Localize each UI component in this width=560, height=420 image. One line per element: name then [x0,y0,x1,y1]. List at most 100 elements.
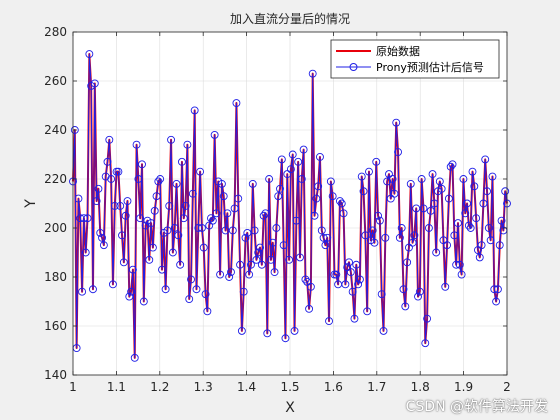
data-point [441,282,450,291]
data-point [266,255,275,264]
data-point [96,228,105,237]
data-point [319,233,328,242]
data-point [277,155,286,164]
data-point [108,280,117,289]
data-point [168,248,177,257]
x-tick-label: 1.2 [150,380,169,394]
watermark: CSDN @软件算法开发 [405,399,548,415]
data-point [83,214,92,223]
data-point [197,224,206,232]
data-point [99,241,108,250]
data-point [372,157,381,166]
data-point [181,201,190,210]
data-point [379,326,388,335]
data-point [292,216,301,225]
data-point [121,211,130,220]
data-point [90,79,99,88]
data-point [294,157,303,166]
data-point [134,175,143,183]
data-point [374,211,383,220]
data-point [365,167,373,176]
data-point [194,224,203,232]
data-point [463,199,471,208]
data-point [350,314,359,323]
data-point [310,211,319,220]
data-point [328,192,337,201]
y-tick-label: 200 [44,221,67,235]
data-point [355,275,364,284]
data-point [185,295,194,303]
data-point [74,194,83,203]
series-layer [69,50,511,362]
data-point [274,192,283,201]
data-point [488,172,497,181]
data-point [230,204,239,213]
data-point [479,199,488,208]
data-point [466,224,475,232]
data-point [306,282,315,291]
data-point [234,194,243,203]
x-tick-label: 1.1 [107,380,126,394]
data-point [236,260,245,269]
data-point [325,317,333,326]
data-point [321,241,330,250]
data-point [428,170,437,179]
data-point [174,231,183,240]
data-point [352,260,361,269]
data-point [167,135,176,144]
data-point [247,260,255,269]
data-point [70,126,79,134]
data-point [492,297,501,306]
data-point [326,177,335,186]
data-point [212,209,221,218]
data-point [158,265,166,274]
data-point [305,304,314,313]
data-point [228,226,237,235]
data-point [377,290,386,299]
data-point [394,148,402,157]
data-point [341,280,350,289]
data-point [261,209,270,218]
data-point [459,175,468,183]
data-point [119,258,128,267]
data-point [443,241,452,250]
data-point [475,253,484,262]
x-tick-label: 1.9 [454,380,473,394]
x-tick-label: 1 [69,380,77,394]
data-point [107,175,116,183]
data-point [79,214,88,223]
data-point [138,160,146,169]
x-tick-label: 1.7 [367,380,386,394]
legend-label-prony: Prony预测估计后信号 [376,61,484,74]
data-point [415,287,424,296]
data-point [454,219,462,228]
data-point [172,179,181,188]
data-point [92,197,101,206]
data-point [297,175,306,183]
data-point [188,189,197,198]
data-point [248,179,257,188]
data-point [392,118,401,127]
data-point [125,292,134,301]
data-point [281,334,290,343]
data-point [490,285,499,294]
y-tick-label: 280 [44,25,67,39]
data-point [383,177,392,186]
data-point [170,224,179,232]
data-point [308,69,317,78]
x-tick-label: 2 [503,380,511,394]
data-point [424,224,433,232]
data-point [217,179,226,188]
data-point [116,201,125,210]
y-tick-label: 160 [44,319,67,333]
y-tick-label: 220 [44,172,67,186]
data-point [94,184,103,193]
data-point [357,172,366,181]
data-point [268,238,277,247]
data-point [464,221,473,230]
data-point [397,224,406,232]
data-point [127,287,136,296]
data-point [363,307,372,316]
data-point [150,206,159,215]
